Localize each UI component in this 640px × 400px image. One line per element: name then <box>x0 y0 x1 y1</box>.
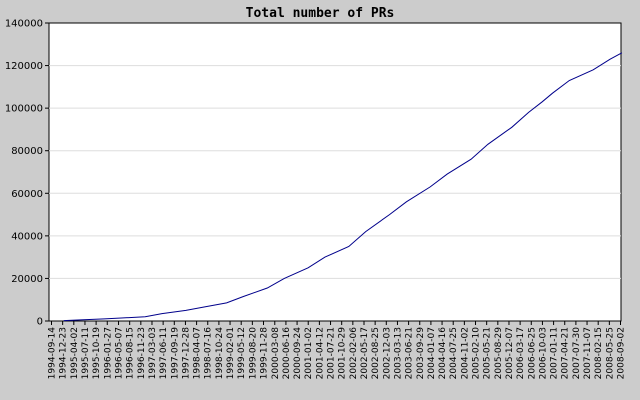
x-tick-label: 2008-02-15 <box>594 327 604 379</box>
y-tick-label: 100000 <box>5 104 43 115</box>
x-tick-label: 2006-03-17 <box>516 327 526 379</box>
chart-title: Total number of PRs <box>246 6 395 21</box>
x-tick-label: 1999-08-20 <box>248 327 258 380</box>
y-tick-label: 120000 <box>5 61 43 72</box>
x-tick-label: 2003-03-13 <box>393 327 403 379</box>
x-tick-label: 2001-04-12 <box>315 327 325 379</box>
x-tick-label: 2006-06-25 <box>527 327 537 379</box>
x-tick-label: 2000-09-24 <box>293 327 303 380</box>
x-tick-label: 1999-05-12 <box>237 327 247 379</box>
x-tick-label: 2000-03-08 <box>271 327 281 380</box>
x-tick-label: 2002-02-06 <box>349 327 359 380</box>
x-tick-label: 2007-07-30 <box>572 327 582 380</box>
x-tick-label: 2005-05-21 <box>483 327 493 379</box>
y-axis-ticks: 0 20000 40000 60000 80000 100000 120000 140000 <box>5 19 49 328</box>
x-tick-label: 1998-04-07 <box>193 327 203 379</box>
x-tick-label: 1997-06-11 <box>159 327 169 379</box>
x-tick-label: 1995-07-11 <box>81 327 91 379</box>
x-tick-label: 2006-10-03 <box>538 327 548 379</box>
x-tick-label: 2002-08-25 <box>371 327 381 379</box>
x-tick-label: 1996-11-23 <box>137 327 147 379</box>
x-tick-label: 1998-07-16 <box>204 327 214 380</box>
x-tick-label: 2004-04-16 <box>438 327 448 380</box>
x-tick-label: 1997-03-03 <box>148 327 158 379</box>
x-tick-label: 2005-02-10 <box>472 327 482 380</box>
x-tick-label: 2008-05-25 <box>605 327 615 379</box>
x-tick-label: 2001-07-21 <box>327 327 337 379</box>
x-tick-label: 2005-08-29 <box>494 327 504 380</box>
x-tick-label: 1994-12-23 <box>59 327 69 379</box>
grid-lines <box>49 65 621 279</box>
y-tick-label: 60000 <box>11 189 43 200</box>
x-tick-label: 1995-10-19 <box>92 327 102 380</box>
x-tick-label: 2005-12-07 <box>505 327 515 379</box>
x-tick-label: 2004-11-02 <box>460 327 470 379</box>
x-tick-label: 1997-12-28 <box>181 327 191 380</box>
x-tick-label: 2002-12-03 <box>382 327 392 379</box>
x-tick-label: 2007-01-11 <box>550 327 560 379</box>
y-tick-label: 140000 <box>5 19 43 30</box>
series-line <box>63 52 623 322</box>
x-tick-label: 2003-06-21 <box>405 327 415 379</box>
x-tick-label: 1999-02-01 <box>226 327 236 379</box>
x-tick-label: 1994-09-14 <box>48 327 58 380</box>
plot-area <box>48 22 622 322</box>
y-tick-label: 0 <box>37 317 43 328</box>
x-tick-label: 2001-01-02 <box>304 327 314 379</box>
x-tick-label: 2004-07-25 <box>449 327 459 379</box>
x-tick-label: 1996-05-07 <box>115 327 125 379</box>
x-tick-label: 2004-01-07 <box>427 327 437 379</box>
x-tick-label: 2000-06-16 <box>282 327 292 380</box>
x-tick-label: 1997-09-19 <box>170 327 180 380</box>
x-tick-label: 2002-05-17 <box>360 327 370 379</box>
x-tick-label: 1995-04-02 <box>70 327 80 379</box>
y-tick-label: 40000 <box>11 231 43 242</box>
x-tick-label: 1996-08-15 <box>126 327 136 379</box>
series-layer <box>63 52 623 322</box>
x-tick-label: 1996-01-27 <box>103 327 113 379</box>
y-tick-label: 80000 <box>11 146 43 157</box>
x-tick-label: 1998-10-24 <box>215 327 225 380</box>
x-tick-label: 2007-11-07 <box>583 327 593 379</box>
x-tick-label: 2008-09-02 <box>617 327 627 379</box>
x-tick-label: 2001-10-29 <box>338 327 348 380</box>
x-tick-label: 1999-11-28 <box>260 327 270 380</box>
y-tick-label: 20000 <box>11 274 43 285</box>
x-tick-label: 2007-04-21 <box>561 327 571 379</box>
x-tick-label: 2003-09-29 <box>416 327 426 380</box>
x-axis-ticks: 1994-09-14 1994-12-23 1995-04-02 1995-07-11… <box>48 321 627 379</box>
